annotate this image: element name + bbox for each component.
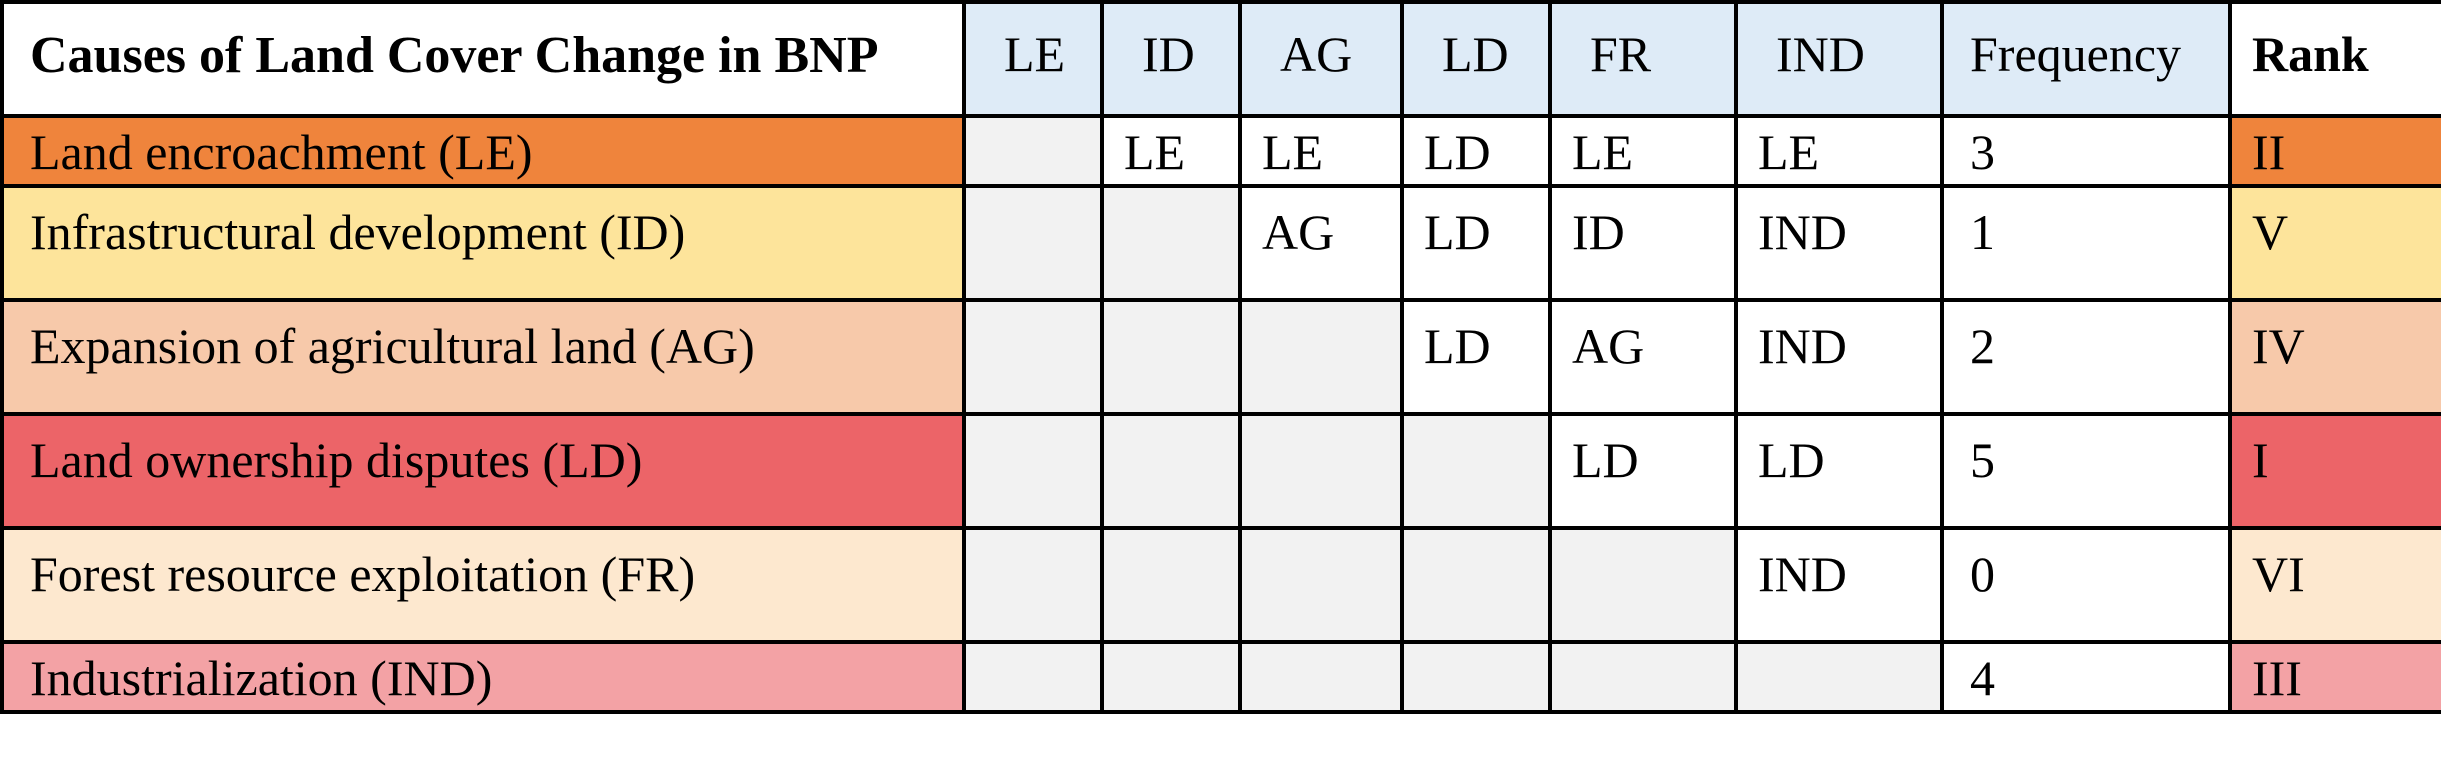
comparison-cell: LD [1400,184,1552,302]
comparison-cell [1238,640,1404,714]
comparison-cell [1400,526,1552,644]
frequency-cell: 4 [1940,640,2232,714]
comparison-cell [962,114,1104,188]
comparison-cell [1100,526,1242,644]
cause-cell: Forest resource exploitation (FR) [0,526,966,644]
comparison-cell [1100,184,1242,302]
comparison-cell [1100,298,1242,416]
table-row: Land ownership disputes (LD) LD LD 5 I [0,412,2441,530]
comparison-cell: IND [1734,184,1944,302]
cause-cell: Industrialization (IND) [0,640,966,714]
cause-cell: Infrastructural development (ID) [0,184,966,302]
comparison-cell [962,640,1104,714]
comparison-cell [962,298,1104,416]
code-column-header-ld: LD [1400,0,1552,118]
comparison-cell [962,184,1104,302]
comparison-cell: LD [1400,298,1552,416]
table-row: Forest resource exploitation (FR) IND 0 … [0,526,2441,644]
table-body: Land encroachment (LE) LE LE LD LE LE 3 … [0,114,2441,714]
comparison-cell: LD [1734,412,1944,530]
code-column-header-le: LE [962,0,1104,118]
comparison-cell [962,412,1104,530]
code-column-header-ind: IND [1734,0,1944,118]
comparison-cell: IND [1734,526,1944,644]
comparison-cell: LE [1238,114,1404,188]
table-row: Land encroachment (LE) LE LE LD LE LE 3 … [0,114,2441,188]
comparison-cell [1548,526,1738,644]
table-row: Infrastructural development (ID) AG LD I… [0,184,2441,302]
cause-cell: Expansion of agricultural land (AG) [0,298,966,416]
frequency-cell: 3 [1940,114,2232,188]
code-column-header-ag: AG [1238,0,1404,118]
code-column-header-id: ID [1100,0,1242,118]
land-cover-change-table-container: Causes of Land Cover Change in BNP LE ID… [0,0,2441,714]
comparison-cell: AG [1238,184,1404,302]
comparison-cell [1734,640,1944,714]
rank-cell: IV [2228,298,2441,416]
rank-cell: II [2228,114,2441,188]
frequency-cell: 0 [1940,526,2232,644]
comparison-cell: LD [1400,114,1552,188]
comparison-cell [1238,412,1404,530]
header-row: Causes of Land Cover Change in BNP LE ID… [0,0,2441,118]
comparison-cell: LE [1548,114,1738,188]
comparison-cell [1238,298,1404,416]
land-cover-change-table: Causes of Land Cover Change in BNP LE ID… [0,0,2441,714]
comparison-cell [1238,526,1404,644]
rank-cell: VI [2228,526,2441,644]
comparison-cell [1400,412,1552,530]
comparison-cell: LE [1100,114,1242,188]
rank-cell: V [2228,184,2441,302]
comparison-cell: LE [1734,114,1944,188]
table-row: Industrialization (IND) 4 III [0,640,2441,714]
frequency-cell: 1 [1940,184,2232,302]
comparison-cell: IND [1734,298,1944,416]
comparison-cell: LD [1548,412,1738,530]
rank-column-header: Rank [2228,0,2441,118]
frequency-cell: 5 [1940,412,2232,530]
comparison-cell [1548,640,1738,714]
causes-column-header: Causes of Land Cover Change in BNP [0,0,966,118]
frequency-cell: 2 [1940,298,2232,416]
comparison-cell [1100,412,1242,530]
rank-cell: I [2228,412,2441,530]
rank-cell: III [2228,640,2441,714]
comparison-cell [1100,640,1242,714]
comparison-cell: ID [1548,184,1738,302]
code-column-header-fr: FR [1548,0,1738,118]
cause-cell: Land encroachment (LE) [0,114,966,188]
comparison-cell [1400,640,1552,714]
comparison-cell [962,526,1104,644]
frequency-column-header: Frequency [1940,0,2232,118]
cause-cell: Land ownership disputes (LD) [0,412,966,530]
table-row: Expansion of agricultural land (AG) LD A… [0,298,2441,416]
comparison-cell: AG [1548,298,1738,416]
